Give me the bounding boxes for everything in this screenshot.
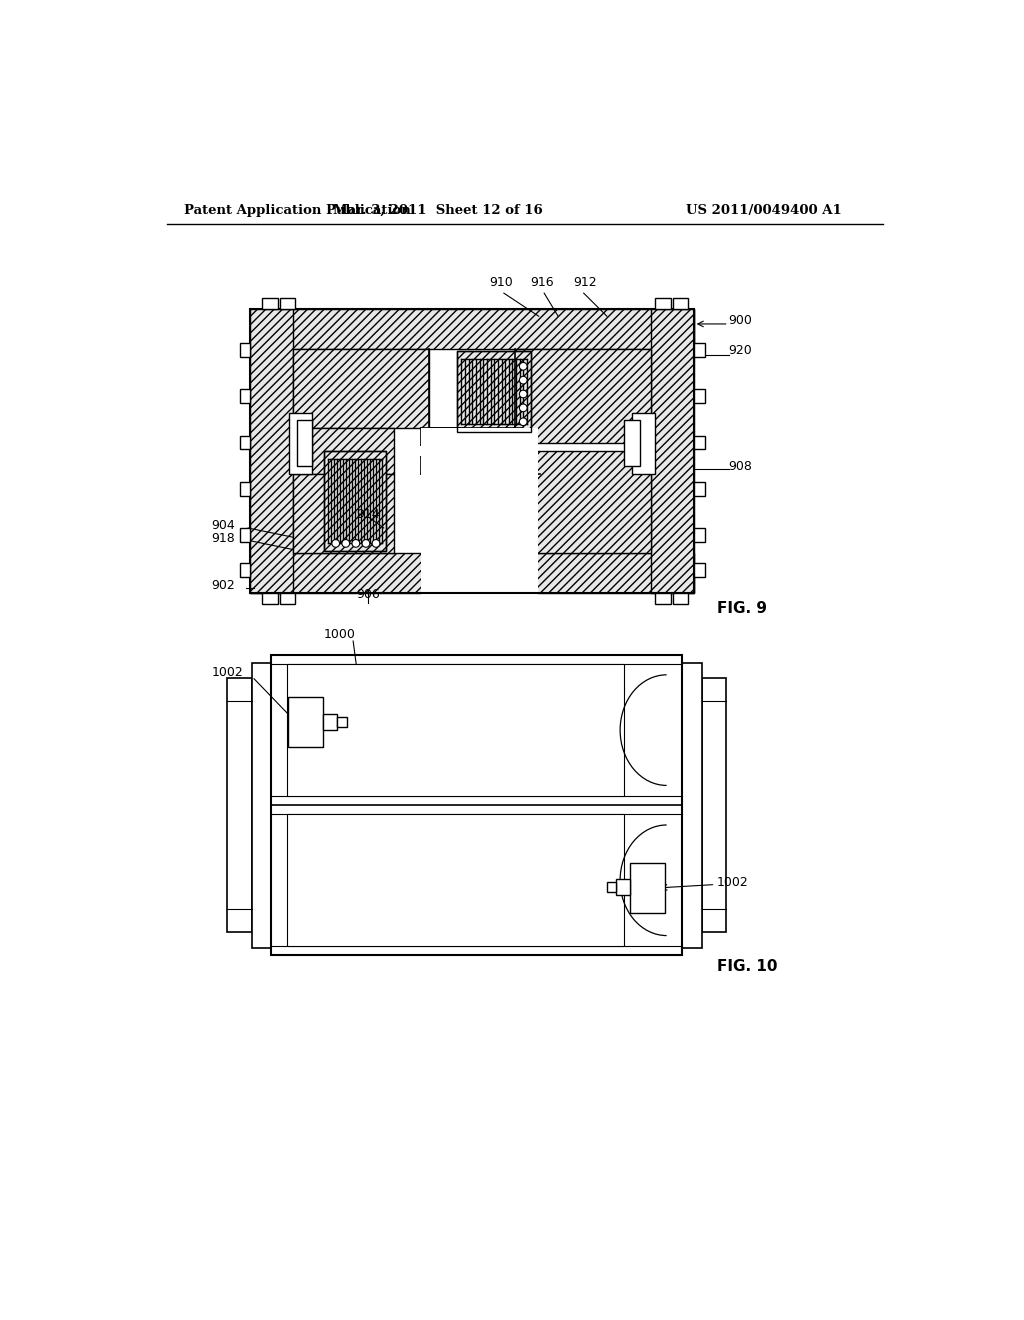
Circle shape	[352, 540, 359, 548]
Circle shape	[519, 391, 527, 397]
Bar	[337, 717, 346, 726]
Bar	[673, 594, 688, 605]
Bar	[293, 474, 394, 553]
Bar	[701, 678, 726, 932]
Circle shape	[519, 363, 527, 370]
Circle shape	[332, 540, 340, 548]
Bar	[289, 697, 324, 747]
Bar	[651, 309, 693, 594]
Text: 904: 904	[212, 519, 236, 532]
Circle shape	[519, 418, 527, 425]
Bar	[252, 663, 271, 948]
Text: 910: 910	[489, 276, 513, 289]
Bar	[287, 814, 624, 946]
Bar	[607, 882, 616, 892]
Bar	[287, 664, 624, 796]
Bar	[458, 351, 531, 432]
Bar	[492, 451, 651, 553]
Bar	[693, 436, 705, 450]
Bar	[240, 562, 251, 577]
Circle shape	[342, 540, 349, 548]
Text: FIG. 10: FIG. 10	[717, 960, 777, 974]
Bar	[251, 309, 293, 594]
Bar	[421, 428, 538, 610]
Text: 906: 906	[356, 589, 380, 601]
Circle shape	[362, 540, 370, 548]
Text: Mar. 3, 2011  Sheet 12 of 16: Mar. 3, 2011 Sheet 12 of 16	[333, 205, 543, 218]
Bar	[693, 343, 705, 358]
Text: 1000: 1000	[324, 628, 356, 640]
Bar	[673, 298, 688, 309]
Bar	[693, 528, 705, 541]
Bar	[458, 351, 531, 432]
Bar	[324, 451, 386, 552]
Bar	[624, 420, 640, 466]
Bar	[262, 594, 278, 605]
Bar	[297, 420, 312, 466]
Text: FIG. 9: FIG. 9	[717, 602, 767, 616]
Bar	[227, 678, 252, 932]
Text: 916: 916	[530, 276, 554, 289]
Bar	[616, 879, 630, 895]
Bar	[240, 389, 251, 404]
Circle shape	[519, 404, 527, 412]
Text: 908: 908	[729, 459, 753, 473]
Text: 918: 918	[212, 532, 236, 545]
Bar	[240, 343, 251, 358]
Bar	[240, 482, 251, 496]
Bar	[251, 309, 693, 348]
Text: 1002: 1002	[212, 667, 244, 680]
Bar	[693, 562, 705, 577]
Bar	[693, 389, 705, 404]
Circle shape	[519, 376, 527, 384]
Bar	[515, 348, 651, 444]
Text: 1000: 1000	[504, 814, 536, 828]
Bar	[271, 655, 682, 956]
Text: 902: 902	[212, 579, 236, 593]
Text: 920: 920	[729, 345, 753, 358]
Bar	[240, 528, 251, 541]
Bar	[280, 298, 295, 309]
Bar	[655, 298, 671, 309]
Bar	[324, 714, 337, 730]
Text: 912: 912	[573, 276, 597, 289]
Bar	[251, 309, 693, 594]
Bar	[251, 553, 693, 594]
Circle shape	[372, 540, 380, 548]
Bar	[293, 428, 394, 474]
Text: 1002: 1002	[717, 875, 749, 888]
Bar	[262, 298, 278, 309]
Bar	[682, 663, 701, 948]
Bar	[632, 412, 655, 474]
Text: 900: 900	[729, 314, 753, 326]
Bar	[324, 451, 386, 552]
Bar	[289, 412, 312, 474]
Bar	[240, 436, 251, 450]
Bar	[655, 594, 671, 605]
Bar	[280, 594, 295, 605]
Text: Patent Application Publication: Patent Application Publication	[183, 205, 411, 218]
Bar	[293, 348, 429, 428]
Bar	[693, 482, 705, 496]
Bar	[630, 863, 665, 913]
Text: 914: 914	[356, 508, 380, 520]
Text: US 2011/0049400 A1: US 2011/0049400 A1	[686, 205, 842, 218]
